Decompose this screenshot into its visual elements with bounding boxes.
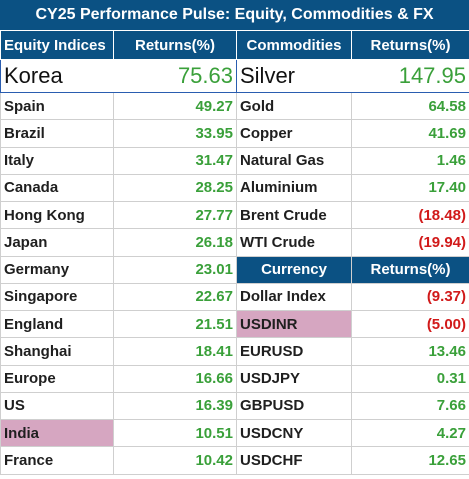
currency-name: USDCNY	[236, 418, 352, 448]
currency-return: 0.31	[351, 364, 469, 393]
table-row: Japan 26.18 WTI Crude (19.94)	[0, 228, 469, 257]
table-row: Hong Kong 27.77 Brent Crude (18.48)	[0, 200, 469, 230]
currency-returns-header: Returns(%)	[351, 255, 469, 284]
table-row: India 10.51 USDCNY 4.27	[0, 418, 469, 448]
equity-return: 16.39	[113, 391, 237, 421]
commodity-name: Brent Crude	[236, 200, 352, 230]
commodity-return: 41.69	[351, 119, 469, 148]
equity-name: Canada	[0, 173, 114, 203]
commodity-name: Natural Gas	[236, 146, 352, 175]
currency-name: USDINR	[236, 309, 352, 339]
table-row: England 21.51 USDINR (5.00)	[0, 309, 469, 339]
top-performer-row: Korea 75.63 Silver 147.95	[0, 59, 469, 93]
equity-name: India	[0, 418, 114, 448]
equity-name: Europe	[0, 364, 114, 393]
equity-return: 16.66	[113, 364, 237, 393]
currency-name: USDCHF	[236, 446, 352, 475]
currency-return: (5.00)	[351, 309, 469, 339]
equity-return: 33.95	[113, 119, 237, 148]
top-equity-value: 75.63	[113, 59, 237, 93]
commodity-name: Gold	[236, 91, 352, 121]
table-row: Shanghai 18.41 EURUSD 13.46	[0, 337, 469, 366]
commodity-name: WTI Crude	[236, 228, 352, 257]
equity-return: 31.47	[113, 146, 237, 175]
commodity-name: Aluminium	[236, 173, 352, 203]
commodities-header: Commodities	[236, 30, 352, 60]
equity-name: Italy	[0, 146, 114, 175]
equity-return: 49.27	[113, 91, 237, 121]
table-row: Germany 23.01 Currency Returns(%)	[0, 255, 469, 284]
currency-return: 12.65	[351, 446, 469, 475]
returns-table: Equity Indices Returns(%) Commodities Re…	[0, 30, 469, 475]
table-row: US 16.39 GBPUSD 7.66	[0, 391, 469, 421]
equity-name: Japan	[0, 228, 114, 257]
equity-return: 22.67	[113, 282, 237, 312]
equity-name: Brazil	[0, 119, 114, 148]
commodity-name: Copper	[236, 119, 352, 148]
top-commodity-value: 147.95	[351, 59, 469, 93]
equity-returns-header: Returns(%)	[113, 30, 237, 60]
equity-name: England	[0, 309, 114, 339]
table-row: Singapore 22.67 Dollar Index (9.37)	[0, 282, 469, 312]
currency-return: 7.66	[351, 391, 469, 421]
currency-name: USDJPY	[236, 364, 352, 393]
equity-name: France	[0, 446, 114, 475]
table-row: Brazil 33.95 Copper 41.69	[0, 119, 469, 148]
currency-header: Currency	[236, 255, 352, 284]
table-row: Canada 28.25 Aluminium 17.40	[0, 173, 469, 203]
equity-return: 23.01	[113, 255, 237, 284]
commodity-return: (18.48)	[351, 200, 469, 230]
currency-name: Dollar Index	[236, 282, 352, 312]
currency-return: (9.37)	[351, 282, 469, 312]
equity-return: 28.25	[113, 173, 237, 203]
page-title: CY25 Performance Pulse: Equity, Commodit…	[0, 0, 469, 30]
equity-name: Singapore	[0, 282, 114, 312]
commodities-returns-header: Returns(%)	[351, 30, 469, 60]
table-row: Europe 16.66 USDJPY 0.31	[0, 364, 469, 393]
equity-name: Spain	[0, 91, 114, 121]
equity-return: 21.51	[113, 309, 237, 339]
table-row: Spain 49.27 Gold 64.58	[0, 91, 469, 121]
equity-return: 18.41	[113, 337, 237, 366]
equity-return: 10.51	[113, 418, 237, 448]
currency-name: GBPUSD	[236, 391, 352, 421]
top-equity-name: Korea	[0, 59, 114, 93]
equity-return: 26.18	[113, 228, 237, 257]
equity-name: Shanghai	[0, 337, 114, 366]
currency-return: 4.27	[351, 418, 469, 448]
header-row: Equity Indices Returns(%) Commodities Re…	[0, 30, 469, 60]
commodity-return: 1.46	[351, 146, 469, 175]
commodity-return: (19.94)	[351, 228, 469, 257]
equity-return: 10.42	[113, 446, 237, 475]
equity-name: US	[0, 391, 114, 421]
top-commodity-name: Silver	[236, 59, 352, 93]
currency-name: EURUSD	[236, 337, 352, 366]
table-row: Italy 31.47 Natural Gas 1.46	[0, 146, 469, 175]
equity-name: Germany	[0, 255, 114, 284]
table-row: France 10.42 USDCHF 12.65	[0, 446, 469, 475]
equity-header: Equity Indices	[0, 30, 114, 60]
commodity-return: 17.40	[351, 173, 469, 203]
equity-return: 27.77	[113, 200, 237, 230]
commodity-return: 64.58	[351, 91, 469, 121]
equity-name: Hong Kong	[0, 200, 114, 230]
currency-return: 13.46	[351, 337, 469, 366]
